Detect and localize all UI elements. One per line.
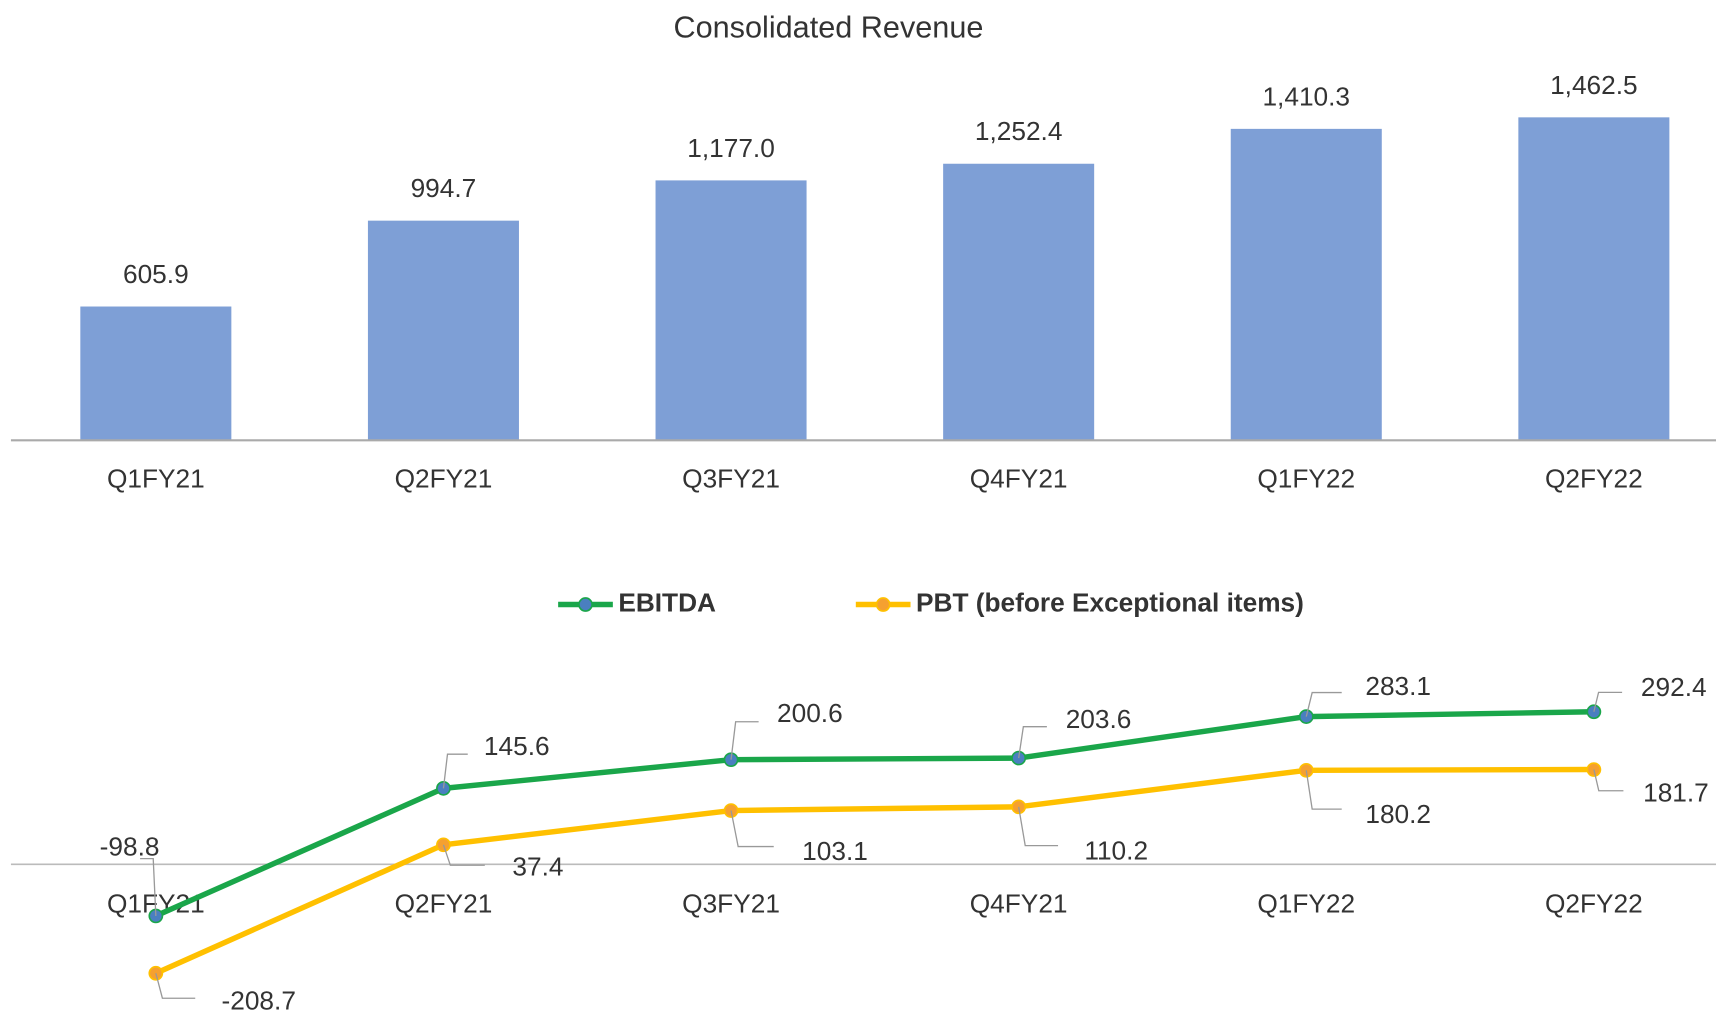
leader-line <box>1593 769 1624 792</box>
x-tick-label: Q2FY22 <box>1545 889 1643 919</box>
chart-title: Consolidated Revenue <box>673 10 983 44</box>
data-label: -98.8 <box>100 831 160 861</box>
leader-line <box>155 973 196 999</box>
data-label: 292.4 <box>1641 672 1707 702</box>
x-tick-label: Q4FY21 <box>970 889 1068 919</box>
data-label: 110.2 <box>1084 835 1148 865</box>
data-label: 1,462.5 <box>1550 70 1638 100</box>
x-tick-label: Q3FY21 <box>682 464 780 494</box>
legend-marker <box>578 597 593 612</box>
series-line <box>154 766 1594 976</box>
bar <box>367 220 519 441</box>
data-label: 203.6 <box>1066 704 1132 734</box>
data-label: 994.7 <box>411 173 477 203</box>
data-label: 180.2 <box>1365 799 1431 829</box>
x-tick-label: Q3FY21 <box>682 889 780 919</box>
bar <box>655 180 807 441</box>
data-label: 200.6 <box>777 698 843 728</box>
data-label: 1,177.0 <box>687 133 775 163</box>
data-label: -208.7 <box>222 986 296 1016</box>
leader-line <box>1018 806 1059 847</box>
leader-line <box>1593 691 1623 712</box>
marker <box>1011 799 1027 815</box>
legend-label: PBT (before Exceptional items) <box>916 587 1304 617</box>
leader-line <box>1305 691 1342 717</box>
data-label: 181.7 <box>1643 777 1709 807</box>
leader-line <box>442 844 485 866</box>
series-line <box>154 709 1594 919</box>
leader-line <box>140 857 157 916</box>
data-label: 37.4 <box>512 852 563 882</box>
x-tick-label: Q1FY21 <box>107 464 205 494</box>
x-tick-label: Q2FY21 <box>395 464 493 494</box>
bar <box>1230 128 1382 441</box>
leader-line <box>1305 770 1342 810</box>
bar <box>943 163 1095 441</box>
x-tick-label: Q1FY22 <box>1257 464 1355 494</box>
data-label: 283.1 <box>1365 671 1431 701</box>
data-label: 103.1 <box>802 836 868 866</box>
leader-line <box>442 753 468 789</box>
leader-line <box>730 810 774 848</box>
legend-marker <box>875 597 891 612</box>
x-tick-label: Q2FY22 <box>1545 464 1643 494</box>
x-tick-label: Q4FY21 <box>970 464 1068 494</box>
data-label: 605.9 <box>123 259 189 289</box>
data-label: 145.6 <box>484 731 550 761</box>
bar <box>1518 117 1670 441</box>
bar <box>80 306 232 441</box>
data-label: 1,410.3 <box>1262 81 1350 111</box>
leader-line <box>1018 726 1047 759</box>
legend-label: EBITDA <box>618 587 716 617</box>
x-tick-label: Q2FY21 <box>395 889 493 919</box>
x-tick-label: Q1FY22 <box>1257 889 1355 919</box>
leader-line <box>730 721 759 760</box>
data-label: 1,252.4 <box>975 116 1063 146</box>
